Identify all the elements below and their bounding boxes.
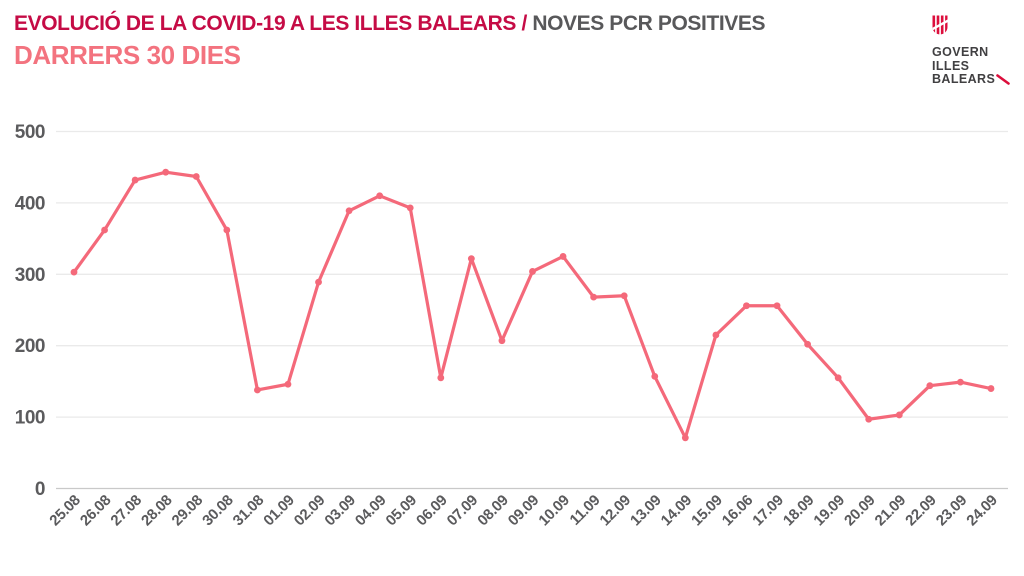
data-point-24.09 bbox=[987, 385, 995, 392]
x-tick-label-03.09: 03.09 bbox=[321, 492, 359, 530]
x-tick-label-10.09: 10.09 bbox=[535, 492, 573, 530]
data-points bbox=[70, 168, 995, 442]
title-secondary: NOVES PCR POSITIVES bbox=[532, 12, 766, 35]
y-tick-label-200: 200 bbox=[15, 336, 45, 357]
data-point-11.09 bbox=[590, 293, 598, 301]
data-point-07.09 bbox=[467, 255, 475, 262]
x-tick-label-27.08: 27.08 bbox=[107, 492, 145, 530]
x-tick-labels: 25.0826.0827.0828.0829.0830.0831.0801.09… bbox=[46, 492, 1001, 530]
x-tick-label-14.09: 14.09 bbox=[658, 492, 696, 530]
x-tick-label-19.09: 19.09 bbox=[810, 492, 848, 530]
data-point-13.09 bbox=[651, 373, 659, 380]
y-tick-label-400: 400 bbox=[15, 193, 45, 214]
x-tick-label-11.09: 11.09 bbox=[567, 492, 604, 529]
x-tick-label-25.08: 25.08 bbox=[46, 492, 84, 530]
govern-illes-balears-shield-icon bbox=[932, 15, 948, 35]
data-point-29.08 bbox=[192, 173, 200, 180]
logo-text: GOVERN ILLES BALEARS bbox=[932, 45, 1018, 87]
x-tick-label-23.09: 23.09 bbox=[933, 492, 971, 530]
data-point-28.08 bbox=[162, 168, 170, 176]
data-point-20.09 bbox=[865, 415, 873, 423]
data-point-01.09 bbox=[284, 380, 292, 388]
data-point-10.09 bbox=[559, 253, 567, 260]
x-tick-label-18.09: 18.09 bbox=[780, 492, 818, 530]
data-point-09.09 bbox=[529, 268, 536, 275]
x-tick-label-09.09: 09.09 bbox=[505, 492, 543, 530]
data-line bbox=[72, 170, 993, 440]
x-tick-label-01.09: 01.09 bbox=[260, 492, 298, 530]
data-point-05.09 bbox=[406, 204, 414, 212]
data-point-15.09 bbox=[712, 331, 720, 339]
y-grid-and-ticks: 0 100 200 300 400 500 bbox=[15, 122, 1008, 500]
x-tick-label-16.06: 16.06 bbox=[719, 492, 757, 530]
data-point-08.09 bbox=[498, 337, 506, 345]
x-tick-label-08.09: 08.09 bbox=[474, 492, 512, 530]
data-point-27.08 bbox=[131, 176, 139, 184]
x-tick-label-02.09: 02.09 bbox=[291, 492, 329, 530]
x-tick-label-06.09: 06.09 bbox=[413, 492, 451, 530]
x-tick-label-07.09: 07.09 bbox=[444, 492, 482, 530]
x-tick-label-21.09: 21.09 bbox=[872, 492, 910, 530]
y-tick-label-0: 0 bbox=[35, 479, 45, 500]
data-point-18.09 bbox=[804, 340, 811, 348]
logo-line-illes: ILLES bbox=[932, 58, 970, 73]
page-title: EVOLUCIÓ DE LA COVID-19 A LES ILLES BALE… bbox=[14, 10, 874, 37]
data-point-22.09 bbox=[926, 382, 934, 390]
logo-line-balears: BALEARS bbox=[932, 72, 1018, 87]
chart-header: EVOLUCIÓ DE LA COVID-19 A LES ILLES BALE… bbox=[14, 10, 874, 71]
data-point-19.09 bbox=[834, 374, 842, 382]
data-point-14.09 bbox=[681, 434, 689, 442]
data-point-31.08 bbox=[254, 386, 261, 394]
x-tick-label-17.09: 17.09 bbox=[749, 492, 787, 530]
x-tick-label-24.09: 24.09 bbox=[963, 492, 1001, 530]
data-point-02.09 bbox=[315, 278, 322, 286]
x-tick-label-04.09: 04.09 bbox=[352, 492, 390, 530]
x-tick-label-28.08: 28.08 bbox=[138, 492, 176, 530]
data-point-03.09 bbox=[345, 207, 353, 215]
page-subtitle: DARRERS 30 DIES bbox=[14, 40, 241, 70]
x-tick-label-12.09: 12.09 bbox=[597, 492, 635, 530]
y-tick-label-100: 100 bbox=[15, 408, 45, 429]
logo-slash-icon bbox=[996, 74, 1011, 85]
data-point-16.06 bbox=[743, 302, 750, 310]
data-point-26.08 bbox=[101, 226, 108, 234]
x-tick-label-15.09: 15.09 bbox=[688, 492, 726, 530]
data-point-25.08 bbox=[70, 268, 78, 276]
y-tick-label-500: 500 bbox=[15, 122, 45, 143]
govern-illes-balears-logo: GOVERN ILLES BALEARS bbox=[932, 15, 1018, 87]
title-primary: EVOLUCIÓ DE LA COVID-19 A LES ILLES BALE… bbox=[14, 12, 527, 35]
covid-line-chart: 0 100 200 300 400 500 25.0826.0827.0828.0829.0… bbox=[15, 122, 1008, 530]
data-point-04.09 bbox=[376, 192, 384, 200]
data-point-30.08 bbox=[223, 226, 231, 234]
data-point-17.09 bbox=[773, 302, 781, 310]
y-tick-label-300: 300 bbox=[15, 265, 45, 286]
chart-area: 0 100 200 300 400 500 25.08 26.08 27.08 28.08 29.0… bbox=[0, 100, 1024, 576]
x-tick-label-26.08: 26.08 bbox=[77, 492, 115, 530]
x-tick-label-22.09: 22.09 bbox=[902, 492, 940, 530]
x-tick-label-31.08: 31.08 bbox=[230, 492, 268, 530]
data-point-06.09 bbox=[437, 374, 445, 382]
data-point-21.09 bbox=[895, 411, 903, 419]
x-tick-label-05.09: 05.09 bbox=[383, 492, 421, 530]
data-point-12.09 bbox=[620, 292, 628, 300]
data-point-23.09 bbox=[957, 378, 964, 386]
x-tick-label-29.08: 29.08 bbox=[169, 492, 207, 530]
x-tick-label-20.09: 20.09 bbox=[841, 492, 879, 530]
x-tick-label-30.08: 30.08 bbox=[199, 492, 237, 530]
logo-line-govern: GOVERN bbox=[932, 45, 989, 59]
x-tick-label-13.09: 13.09 bbox=[627, 492, 665, 530]
